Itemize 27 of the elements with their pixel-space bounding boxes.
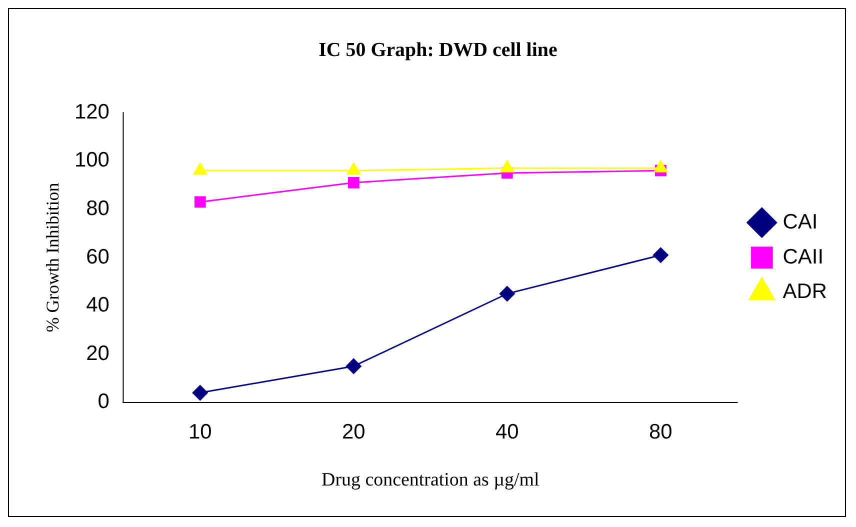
- y-axis-title: % Growth Inhibition: [42, 182, 62, 332]
- point: [346, 162, 360, 175]
- x-axis-title: Drug concentration as µg/ml: [322, 470, 540, 491]
- point: [194, 196, 206, 208]
- legend-label: ADR: [782, 280, 828, 304]
- point: [654, 160, 668, 172]
- point: [500, 160, 514, 172]
- legend-label: CAI: [782, 210, 818, 234]
- y-tick-label: 120: [74, 100, 110, 124]
- y-tick-label: 80: [86, 197, 110, 220]
- chart-title: IC 50 Graph: DWD cell line: [318, 39, 558, 61]
- x-tick-label: 20: [342, 420, 366, 444]
- x-tick-label: 10: [188, 420, 212, 444]
- y-tick-label: 0: [98, 390, 110, 414]
- y-tick-label: 60: [86, 245, 110, 268]
- point: [499, 286, 515, 302]
- y-tick-label: 40: [86, 294, 110, 317]
- point: [192, 385, 208, 401]
- y-tick-label: 20: [86, 342, 110, 365]
- x-tick-label: 80: [649, 420, 672, 444]
- point: [346, 358, 362, 374]
- legend-label: CAII: [782, 245, 824, 268]
- point: [652, 247, 668, 263]
- point: [193, 162, 207, 175]
- point: [348, 176, 360, 188]
- x-tick-label: 40: [496, 420, 519, 444]
- y-tick-label: 100: [74, 148, 110, 172]
